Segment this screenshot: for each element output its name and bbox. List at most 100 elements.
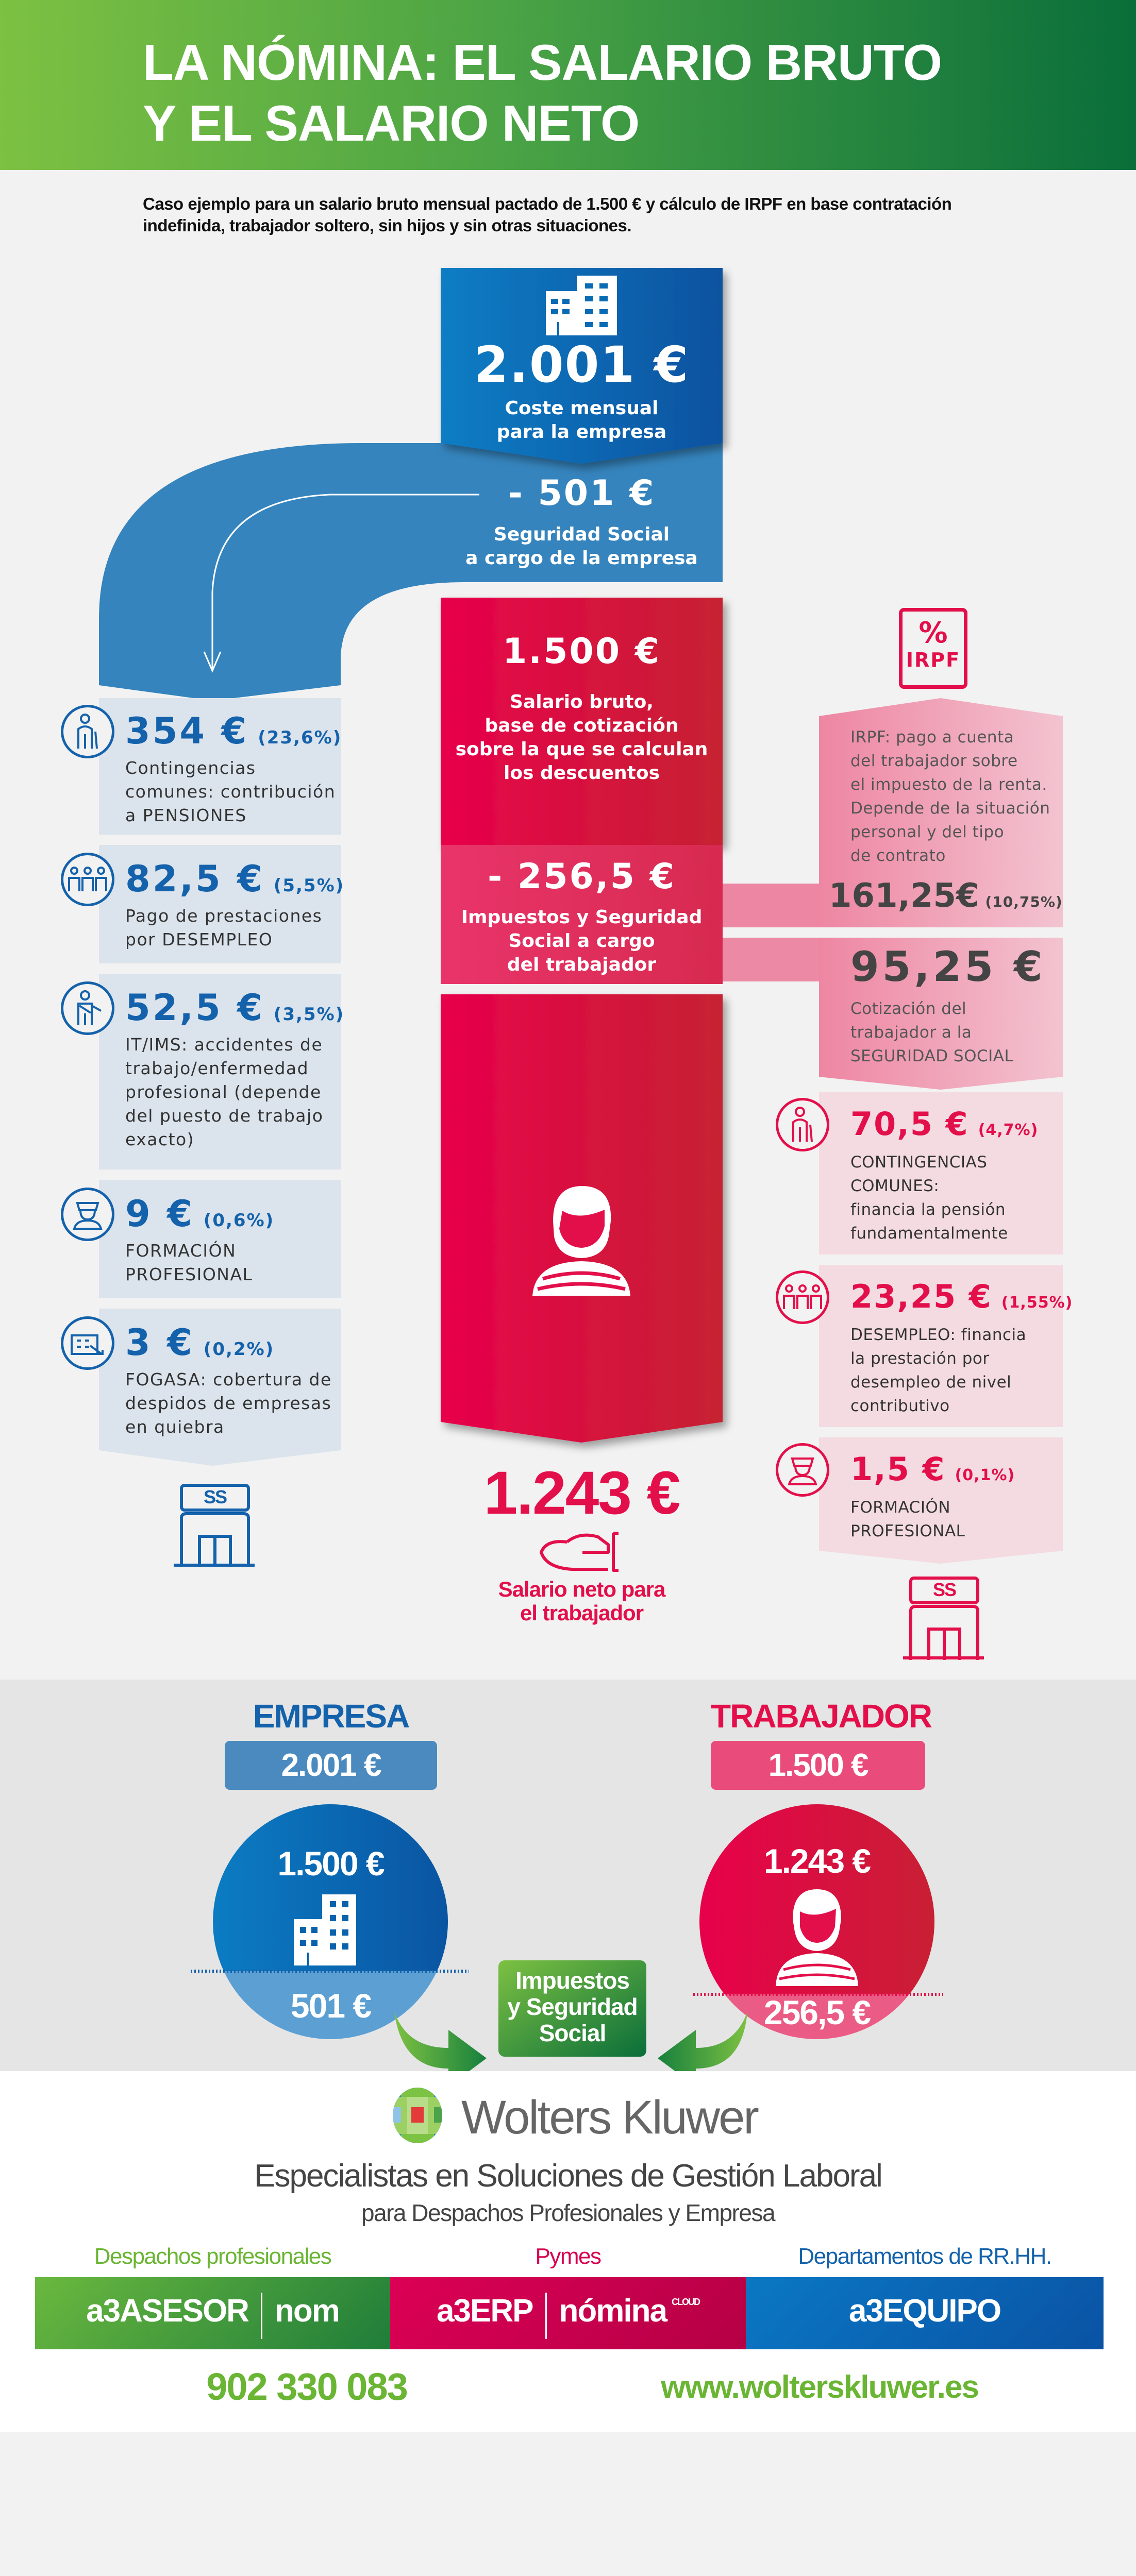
segment-label-rrhh: Departamentos de RR.HH. — [798, 2244, 1052, 2269]
social-security-office-icon — [174, 1484, 255, 1567]
phone-number[interactable]: 902 330 083 — [206, 2365, 408, 2408]
trabajador-title: TRABAJADOR — [711, 1698, 932, 1735]
module-name: nom — [274, 2293, 340, 2329]
worker-ss-amount: 95,25 € — [850, 943, 1046, 991]
person-icon — [532, 1185, 630, 1296]
ss-office-right: SS — [903, 1577, 984, 1660]
product-a3asesor-nom[interactable]: a3 ASESOR nom — [35, 2277, 390, 2349]
left-item-amount: 82,5 € (5,5%) — [125, 858, 344, 900]
left-item-desc: IT/IMS: accidentes de trabajo/enfermedad… — [125, 1035, 324, 1149]
left-item-pensions — [99, 698, 341, 835]
empresa-title: EMPRESA — [253, 1698, 410, 1735]
footer — [0, 2071, 1136, 2432]
left-item-desc: FORMACIÓN PROFESIONAL — [125, 1241, 253, 1284]
worker-deductions-label: Impuestos y Seguridad Social a cargo del… — [461, 907, 703, 975]
building-icon — [294, 1894, 356, 1965]
segment-label-despachos: Despachos profesionales — [94, 2244, 332, 2269]
irpf-desc: IRPF: pago a cuenta del trabajador sobre… — [850, 728, 1050, 865]
empresa-total-badge: 2.001 € — [225, 1741, 437, 1790]
cloud-label: CLOUD — [671, 2297, 700, 2307]
amount-value: 9 € — [125, 1193, 194, 1235]
irpf-band — [723, 884, 826, 927]
amount-value: 161,25€ — [829, 877, 979, 915]
product-a3erp-nomina[interactable]: a3 ERP nómina CLOUD — [390, 2277, 746, 2349]
right-item-amount: 70,5 € (4,7%) — [850, 1105, 1038, 1143]
right-item-pensions — [819, 1092, 1063, 1255]
right-item-desc: DESEMPLEO: financia la prestación por de… — [850, 1326, 1027, 1415]
tagline-sub: para Despachos Profesionales y Empresa — [361, 2199, 776, 2226]
module-name: nómina — [559, 2293, 667, 2329]
amount-value: 23,25 € — [850, 1278, 992, 1315]
worker-ss-desc: Cotización del trabajador a la SEGURIDAD… — [850, 999, 1014, 1065]
irpf-box — [819, 698, 1063, 927]
company-ss-arrowhead — [203, 651, 222, 673]
right-item-amount: 1,5 € (0,1%) — [850, 1450, 1015, 1488]
declining-company-icon — [61, 1316, 114, 1370]
left-item-unemployment — [99, 845, 341, 963]
product-name: EQUIPO — [882, 2293, 1001, 2329]
net-salary-amount: 1.243 € — [483, 1459, 681, 1527]
group-people-icon — [776, 1270, 829, 1324]
percentage: (0,2%) — [203, 1339, 275, 1360]
worker-deductions-amount: - 256,5 € — [488, 856, 676, 897]
group-people-icon — [61, 853, 114, 906]
percentage: (1,55%) — [1001, 1294, 1073, 1312]
left-item-amount: 354 € (23,6%) — [125, 710, 342, 752]
right-item-amount: 23,25 € (1,55%) — [850, 1278, 1073, 1315]
product-name: ASESOR — [120, 2293, 249, 2329]
percentage: (10,75%) — [985, 893, 1063, 910]
intro-text: Caso ejemplo para un salario bruto mensu… — [143, 194, 952, 235]
ss-label: SS — [932, 1579, 957, 1600]
irpf-badge-label: IRPF — [906, 649, 961, 671]
right-item-desc: CONTINGENCIAS COMUNES: financia la pensi… — [850, 1153, 1008, 1243]
product-name: ERP — [470, 2293, 533, 2329]
separator — [545, 2293, 547, 2339]
percentage: (0,1%) — [955, 1466, 1015, 1484]
taxes-box-label: Impuestos y Seguridad Social — [507, 1967, 638, 2046]
left-item-desc: FOGASA: cobertura de despidos de empresa… — [125, 1369, 332, 1437]
trabajador-deductions-amount: 256,5 € — [763, 1993, 871, 2031]
worker-ss-band — [723, 938, 826, 981]
trabajador-arrow — [658, 2012, 747, 2071]
amount-value: 82,5 € — [125, 858, 264, 900]
injured-worker-icon — [61, 981, 114, 1035]
percentage: (3,5%) — [273, 1004, 345, 1025]
person-icon — [776, 1889, 858, 1986]
page-title-line1: LA NÓMINA: EL SALARIO BRUTO — [143, 34, 942, 91]
brand-name: Wolters Kluwer — [461, 2091, 759, 2144]
trabajador-total-badge: 1.500 € — [711, 1741, 925, 1790]
net-salary-label: Salario neto para el trabajador — [498, 1577, 666, 1625]
company-ss-label: Seguridad Social a cargo de la empresa — [465, 524, 698, 569]
left-item-fogasa — [99, 1309, 341, 1450]
amount-value: 1,5 € — [850, 1450, 946, 1488]
graduate-icon — [776, 1443, 829, 1497]
left-item-amount: 52,5 € (3,5%) — [125, 987, 344, 1029]
empresa-arrow — [394, 2012, 487, 2071]
irpf-badge: % IRPF — [899, 608, 967, 689]
right-item-training — [819, 1437, 1063, 1551]
social-security-office-icon — [903, 1577, 984, 1660]
irpf-amount: 161,25€ (10,75%) — [829, 877, 1063, 915]
taxes-box — [498, 1960, 646, 2057]
percentage: (4,7%) — [978, 1121, 1039, 1139]
right-item-desc: FORMACIÓN PROFESIONAL — [850, 1498, 965, 1540]
a3-prefix: a3 — [848, 2293, 883, 2329]
ss-office-left: SS — [174, 1484, 255, 1567]
a3-prefix: a3 — [86, 2293, 121, 2329]
header-banner — [0, 0, 1136, 170]
left-item-amount: 3 € (0,2%) — [125, 1321, 274, 1364]
amount-value: 70,5 € — [850, 1105, 969, 1143]
product-a3equipo[interactable]: a3 EQUIPO — [746, 2277, 1104, 2349]
a3-prefix: a3 — [437, 2293, 471, 2329]
gross-salary-label: Salario bruto, base de cotización sobre … — [455, 691, 708, 784]
left-item-desc: Contingencias comunes: contribución a PE… — [125, 758, 336, 825]
company-ss-amount: - 501 € — [508, 473, 656, 514]
amount-value: 3 € — [125, 1321, 194, 1364]
percentage: (0,6%) — [203, 1210, 275, 1231]
company-cost-label: Coste mensual para la empresa — [496, 398, 667, 443]
percent-symbol: % — [918, 616, 948, 650]
graduate-icon — [61, 1188, 114, 1241]
company-cost-box — [441, 268, 723, 464]
separator — [260, 2293, 262, 2339]
website-link[interactable]: www.wolterskluwer.es — [661, 2369, 979, 2405]
